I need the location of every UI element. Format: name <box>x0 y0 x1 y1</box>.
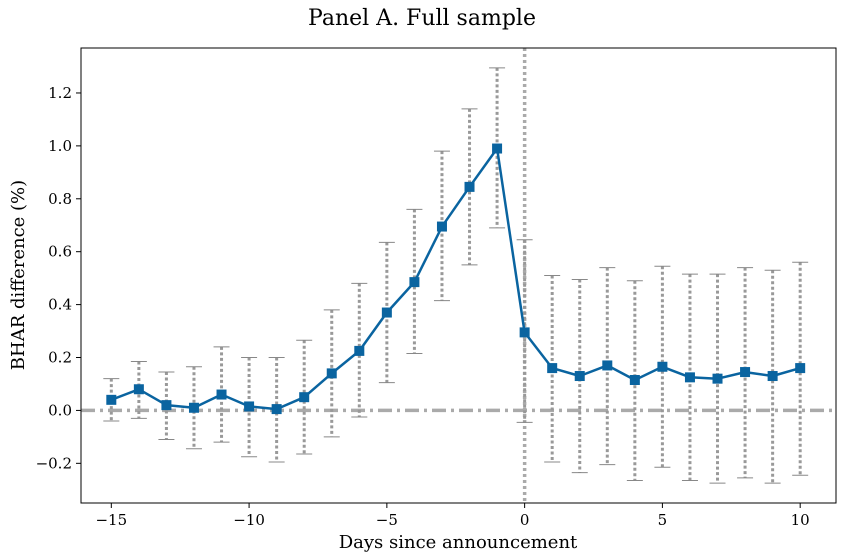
data-point-marker <box>767 371 778 382</box>
y-tick-label: 0.2 <box>48 349 72 367</box>
x-tick-label: −15 <box>95 511 127 529</box>
data-point-marker <box>795 363 806 374</box>
data-point-marker <box>436 221 447 232</box>
y-tick-label: 1.2 <box>48 84 72 102</box>
plot-area: −15 −10 −5 0 5 10 −0.2 0.0 0.2 0.4 0.6 0.8 1.0 1.2 <box>36 48 836 529</box>
y-axis-label: BHAR difference (%) <box>8 180 29 370</box>
data-point-marker <box>244 401 255 412</box>
data-point-marker <box>547 363 558 374</box>
data-point-marker <box>492 143 503 154</box>
y-tick-label: 1.0 <box>48 137 72 155</box>
y-tick-label: 0.6 <box>48 243 72 261</box>
y-tick-label: 0.8 <box>48 190 72 208</box>
y-tick-label: 0.4 <box>48 296 72 314</box>
chart-title: Panel A. Full sample <box>308 6 536 31</box>
data-point-marker <box>629 374 640 385</box>
data-point-marker <box>299 392 310 403</box>
data-point-marker <box>574 371 585 382</box>
data-point-marker <box>188 402 199 413</box>
data-point-marker <box>271 404 282 415</box>
x-axis-label: Days since announcement <box>339 532 578 552</box>
data-point-marker <box>354 345 365 356</box>
data-point-marker <box>740 367 751 378</box>
y-tick-label: 0.0 <box>48 401 72 419</box>
data-point-marker <box>657 361 668 372</box>
x-tick-label: 10 <box>791 511 810 529</box>
data-point-marker <box>216 389 227 400</box>
plot-frame <box>80 47 837 504</box>
data-point-marker <box>161 400 172 411</box>
data-point-marker <box>712 373 723 384</box>
data-point-marker <box>409 277 420 288</box>
series-line <box>110 147 801 411</box>
data-point-marker <box>326 368 337 379</box>
data-point-marker <box>602 360 613 371</box>
x-tick-label: −5 <box>376 511 398 529</box>
x-tick-label: −10 <box>233 511 265 529</box>
data-point-marker <box>106 394 117 405</box>
x-tick-label: 0 <box>520 511 530 529</box>
x-tick-label: 5 <box>658 511 668 529</box>
data-point-marker <box>381 307 392 318</box>
y-tick-label: −0.2 <box>36 454 72 472</box>
data-point-marker <box>133 384 144 395</box>
data-point-marker <box>464 181 475 192</box>
data-point-marker <box>684 372 695 383</box>
data-point-marker <box>519 327 530 338</box>
